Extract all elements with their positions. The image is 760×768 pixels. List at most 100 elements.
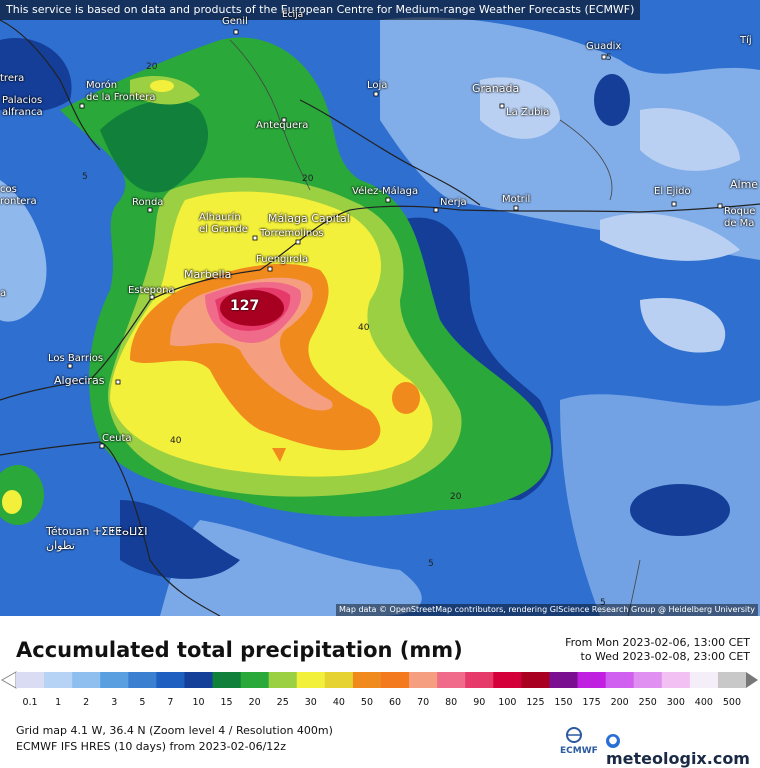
place-label: El Ejido [654, 186, 691, 197]
legend-swatch [324, 672, 354, 688]
model-info: ECMWF IFS HRES (10 days) from 2023-02-06… [16, 740, 287, 753]
legend-tick-label: 50 [360, 697, 373, 708]
legend-tick-label: 15 [220, 697, 233, 708]
contour-label: 40 [170, 436, 182, 446]
legend-swatch [16, 672, 45, 688]
legend-tick-label: 25 [276, 697, 289, 708]
legend-swatch [493, 672, 522, 688]
legend-swatch [156, 672, 185, 688]
legend-tick-label: 250 [638, 697, 657, 708]
meteologix-logo[interactable]: ●meteologix.com [606, 730, 760, 768]
place-label: Genil [222, 16, 248, 27]
data-source-notice: This service is based on data and produc… [0, 0, 641, 20]
peak-value-label: 127 [230, 298, 260, 314]
legend-tick-label: 10 [192, 697, 205, 708]
coastline [0, 19, 760, 616]
ecmwf-logo-text: ECMWF [560, 746, 598, 756]
legend-tick-label: 100 [498, 697, 517, 708]
legend-swatch [661, 672, 691, 688]
legend-tick-label: 200 [610, 697, 629, 708]
contour-label: 20 [302, 174, 314, 184]
legend-tick-label: 400 [694, 697, 713, 708]
place-label: Vélez-Málaga [352, 186, 419, 197]
precip-yellow-north [150, 80, 174, 92]
legend-tick-label: 0.1 [22, 697, 38, 708]
place-label: Antequera [256, 120, 309, 131]
legend-swatch [268, 672, 298, 688]
precip-yellow-tetouan [2, 490, 22, 514]
place-label: Granada [472, 82, 520, 95]
place-label: Estepona [128, 285, 175, 296]
place-label: Nerja [440, 197, 467, 208]
precip-pale-areas [480, 77, 740, 353]
legend-swatch [605, 672, 635, 688]
legend-swatch [72, 672, 101, 688]
place-label: Guadix [586, 41, 622, 52]
legend-tick-label: 70 [417, 697, 430, 708]
precipitation-map[interactable] [0, 0, 760, 616]
place-label: Los Barrios [48, 353, 104, 364]
legend-tick-label: 20 [248, 697, 261, 708]
legend-swatch [352, 672, 382, 688]
place-label: Algeciras [54, 374, 105, 387]
legend-swatch [577, 672, 607, 688]
contour-label: 20 [450, 492, 462, 502]
legend-swatch [465, 672, 494, 688]
legend-tick-label: 7 [167, 697, 174, 708]
legend-tick-label: 3 [111, 697, 118, 708]
legend-tick-label: 5 [139, 697, 146, 708]
place-label: cos rontera [0, 184, 37, 207]
legend-tick-label: 500 [722, 697, 742, 708]
contour-label: 20 [146, 62, 158, 72]
place-label: Roque de Ma [724, 206, 756, 229]
place-label: Alme [730, 178, 759, 191]
legend-tick-label: 40 [332, 697, 345, 708]
legend-tick-label: 30 [304, 697, 317, 708]
place-label: a [0, 288, 7, 299]
contour-label: 5 [428, 559, 434, 569]
city-dots [67, 29, 723, 449]
legend-arrow-right [746, 672, 758, 688]
legend-tick-label: 2 [83, 697, 90, 708]
ecmwf-logo-icon[interactable] [556, 726, 592, 756]
legend-swatch [296, 672, 326, 688]
place-label: Ecija [282, 10, 304, 20]
legend-swatch [240, 672, 270, 688]
meteologix-globe-icon: ● [606, 733, 620, 748]
place-label: Ceuta [102, 433, 132, 444]
legend-tick-label: 1 [55, 697, 62, 708]
place-label: Morón de la Frontera [86, 80, 156, 103]
place-label: Tétouan ⵜⵉⵟⵟⴰⵡⵉⵏ تطوان [46, 525, 148, 552]
place-label: Málaga Capital [268, 212, 350, 225]
place-label: Fuengirola [256, 254, 309, 265]
legend-swatch [44, 672, 73, 688]
legend-tick-label: 150 [554, 697, 573, 708]
place-label: Marbella [184, 268, 232, 281]
place-label: Torremolinos [260, 228, 324, 239]
precip-orange-spot [392, 382, 420, 414]
period-to: to Wed 2023-02-08, 23:00 CET [580, 650, 751, 663]
place-label: Tíj [740, 35, 752, 46]
legend-swatch [100, 672, 129, 688]
legend-tick-label: 80 [445, 697, 458, 708]
contour-label: 5 [82, 172, 88, 182]
legend-tick-label: 90 [473, 697, 486, 708]
legend-swatch [549, 672, 579, 688]
legend-tick-label: 125 [526, 697, 545, 708]
place-label: La Zubia [506, 107, 550, 118]
place-label: Palacios alfranca [2, 95, 43, 118]
legend-swatch [381, 672, 410, 688]
legend-tick-label: 175 [582, 697, 601, 708]
map-attribution[interactable]: Map data © OpenStreetMap contributors, r… [336, 604, 758, 616]
legend-arrow-left [0, 671, 17, 689]
legend-swatch [633, 672, 663, 688]
precip-green-west [100, 99, 209, 193]
chart-title: Accumulated total precipitation (mm) [16, 638, 463, 662]
place-label: Alhaurín el Grande [199, 212, 248, 235]
place-label: Motril [502, 194, 531, 205]
contour-label: 5 [600, 598, 606, 608]
legend-swatch [212, 672, 242, 688]
legend-swatch [437, 672, 466, 688]
legend-tick-label: 300 [666, 697, 685, 708]
meteologix-logo-text: meteologix.com [606, 749, 750, 768]
